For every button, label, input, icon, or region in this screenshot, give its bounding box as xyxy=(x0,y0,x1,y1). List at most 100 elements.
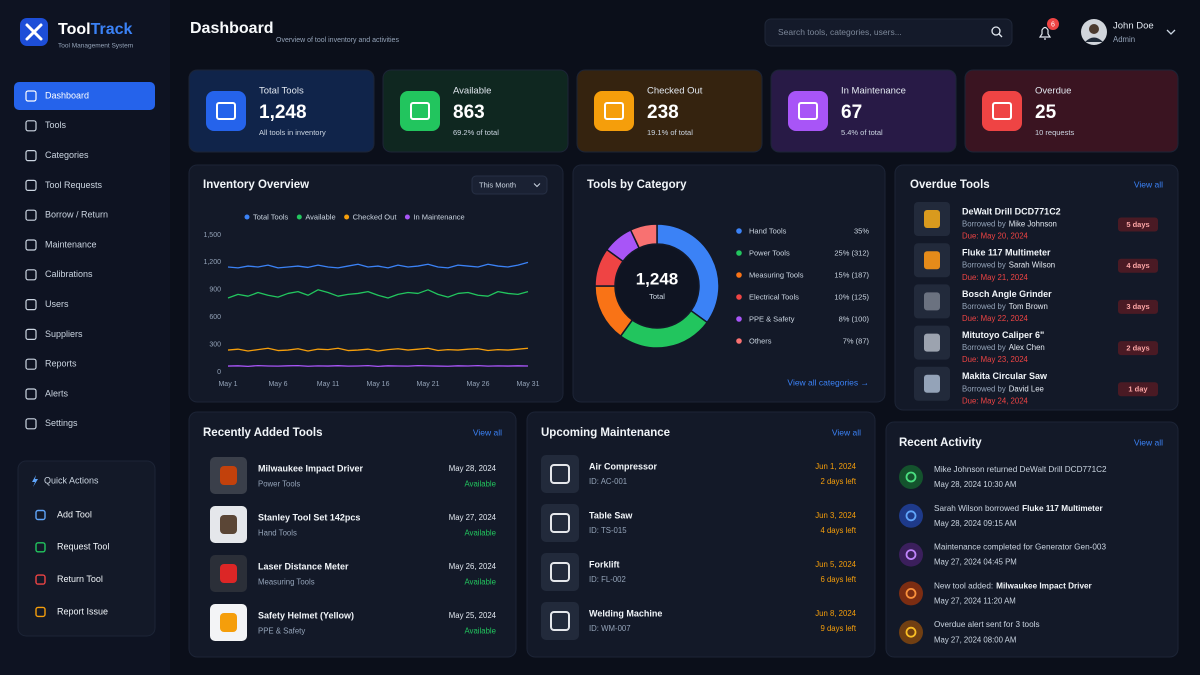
stat-value: 67 xyxy=(841,102,862,123)
activity-icon xyxy=(899,542,923,567)
user-name: John Doe xyxy=(1113,21,1154,32)
overdue-badge-label: 4 days xyxy=(1126,261,1149,270)
tool-status: Available xyxy=(465,529,497,538)
equipment-thumbnail xyxy=(541,602,579,640)
tool-status: Available xyxy=(465,480,497,489)
activity-text: Mike Johnson returned DeWalt Drill DCD77… xyxy=(934,465,1107,474)
nav-label: Tools xyxy=(45,120,67,130)
page-subtitle: Overview of tool inventory and activitie… xyxy=(276,37,399,44)
quick-actions-title: Quick Actions xyxy=(44,475,99,485)
activity-time: May 28, 2024 10:30 AM xyxy=(934,480,1016,489)
legend-label: Measuring Tools xyxy=(749,270,804,279)
avatar-head xyxy=(1089,24,1099,34)
bell-icon[interactable] xyxy=(1038,26,1052,40)
activity-text-part: New tool added: xyxy=(934,582,993,591)
series-line xyxy=(227,347,529,352)
value-label: 8% (100) xyxy=(839,314,870,323)
nav-item[interactable] xyxy=(14,291,155,319)
activity-icon xyxy=(899,581,923,606)
nav-label: Alerts xyxy=(45,388,69,398)
due-date: Due: May 24, 2024 xyxy=(962,396,1029,405)
nav-item[interactable] xyxy=(14,410,155,438)
tool-thumbnail-glyph xyxy=(924,292,940,311)
nav-label: Suppliers xyxy=(45,329,83,339)
chart-title: Inventory Overview xyxy=(203,179,309,191)
legend-dot xyxy=(736,316,742,322)
quick-action-icon xyxy=(35,606,46,618)
stat-note: 5.4% of total xyxy=(841,128,883,137)
overdue-badge xyxy=(1118,382,1158,397)
chevron xyxy=(1166,29,1176,35)
legend-dot xyxy=(736,228,742,234)
tool-thumbnail-glyph xyxy=(924,374,940,393)
borrower-prefix: Borrowed by xyxy=(962,261,1006,270)
tool-name: Stanley Tool Set 142pcs xyxy=(258,512,360,522)
maintenance-date: Jun 5, 2024 xyxy=(815,560,856,569)
activity-icon-glyph xyxy=(905,626,917,638)
view-all-link[interactable]: View all xyxy=(473,427,502,437)
view-all-link[interactable]: View all xyxy=(832,427,861,437)
equipment-thumbnail-glyph xyxy=(550,562,570,582)
tool-name: Bosch Angle Grinder xyxy=(962,289,1052,299)
added-date: May 26, 2024 xyxy=(449,562,497,571)
nav-item[interactable] xyxy=(14,380,155,408)
quick-action-icon xyxy=(35,509,46,521)
nav-item[interactable] xyxy=(14,82,155,110)
brand-part: Tool xyxy=(58,21,91,38)
borrower: Borrowed by Mike Johnson xyxy=(962,220,1057,229)
view-all-link[interactable]: View all categories → xyxy=(787,377,869,387)
legend-dot xyxy=(404,214,410,220)
donut-center-value: 1,248 xyxy=(636,269,679,288)
tool-name: DeWalt Drill DCD771C2 xyxy=(962,206,1061,216)
tool-status: Available xyxy=(465,627,497,636)
equipment-thumbnail xyxy=(541,553,579,591)
borrower-prefix: Borrowed by xyxy=(962,302,1006,311)
legend-dot xyxy=(344,214,350,220)
y-tick-label: 1,500 xyxy=(203,232,221,239)
stat-note: 10 requests xyxy=(1035,128,1074,137)
equipment-name: Table Saw xyxy=(589,510,633,520)
activity-icon-glyph xyxy=(905,471,917,483)
x-tick-label: May 1 xyxy=(218,381,237,388)
equipment-thumbnail xyxy=(541,504,579,542)
view-all-link[interactable]: View all xyxy=(1134,437,1163,447)
panel xyxy=(964,69,1179,153)
due-date: Due: May 21, 2024 xyxy=(962,273,1029,282)
stat-icon-glyph xyxy=(992,102,1012,120)
activity-time: May 27, 2024 04:45 PM xyxy=(934,558,1017,567)
tool-thumbnail-glyph xyxy=(924,210,940,228)
series-line xyxy=(227,289,529,299)
days-left: 2 days left xyxy=(820,477,856,486)
stat-value: 25 xyxy=(1035,102,1057,123)
panel xyxy=(382,69,569,153)
equipment-id: ID: AC-001 xyxy=(589,477,627,486)
tool-thumbnail-glyph xyxy=(924,251,940,270)
overdue-badge xyxy=(1118,217,1158,232)
due-date: Due: May 22, 2024 xyxy=(962,314,1029,323)
nav-item[interactable] xyxy=(14,320,155,348)
value-label: 35% xyxy=(854,226,869,235)
nav-icon xyxy=(25,209,37,221)
stat-icon-glyph xyxy=(798,102,818,120)
view-all-link[interactable]: View all xyxy=(1134,179,1163,189)
stat-icon xyxy=(400,91,440,131)
x-tick-label: May 31 xyxy=(517,381,540,388)
maintenance-date: Jun 1, 2024 xyxy=(815,462,856,471)
nav-item[interactable] xyxy=(14,112,155,140)
activity-text: Sarah Wilson borrowed Fluke 117 Multimete… xyxy=(934,504,1103,513)
tool-name: Milwaukee Impact Driver xyxy=(258,463,364,473)
period-dropdown[interactable] xyxy=(471,175,548,195)
nav-icon xyxy=(25,179,37,191)
activity-icon-glyph xyxy=(905,510,917,522)
nav-icon xyxy=(25,388,37,400)
donut-center-label: Total xyxy=(649,292,665,301)
activity-icon xyxy=(899,620,923,645)
activity-time: May 27, 2024 08:00 AM xyxy=(934,635,1016,644)
legend-dot xyxy=(296,214,302,220)
legend-label: Electrical Tools xyxy=(749,292,799,301)
search-box[interactable] xyxy=(764,18,1013,47)
tool-thumbnail-glyph xyxy=(924,333,940,352)
equipment-thumbnail-glyph xyxy=(550,464,570,484)
nav-item[interactable] xyxy=(14,350,155,378)
